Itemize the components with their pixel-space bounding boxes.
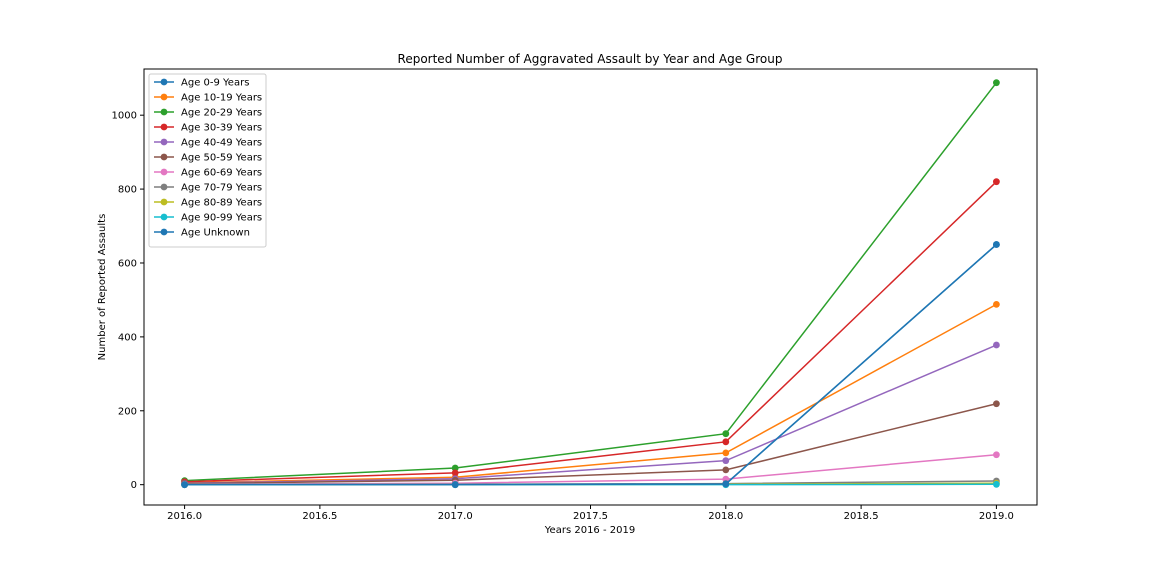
data-point: [722, 466, 730, 474]
legend-label: Age 20-29 Years: [181, 108, 262, 119]
y-tick-label: 200: [118, 406, 137, 417]
legend-label: Age 90-99 Years: [181, 213, 262, 224]
data-point: [722, 480, 730, 488]
data-point: [451, 481, 459, 489]
series-10: [181, 241, 1000, 489]
data-point: [451, 464, 459, 472]
series-lines: [181, 79, 1000, 489]
legend-label: Age 70-79 Years: [181, 183, 262, 194]
series-line: [184, 181, 997, 483]
legend-label: Age 30-39 Years: [181, 123, 262, 134]
x-tick-label: 2019.0: [979, 511, 1014, 522]
series-line: [184, 344, 997, 484]
x-axis-label: Years 2016 - 2019: [544, 525, 635, 536]
x-tick-label: 2018.5: [844, 511, 879, 522]
x-tick-label: 2018.0: [708, 511, 743, 522]
legend-item: Age Unknown: [154, 228, 250, 239]
data-point: [993, 451, 1000, 459]
legend-marker: [160, 183, 168, 191]
series-line: [184, 243, 997, 486]
legend-label: Age 80-89 Years: [181, 198, 262, 209]
legend-box: [148, 73, 267, 248]
legend-marker: [160, 78, 168, 86]
series-3: [181, 178, 1000, 486]
legend-item: Age 0-9 Years: [154, 78, 249, 89]
y-axis-label: Number of Reported Assaults: [97, 214, 108, 361]
x-tick-label: 2017.5: [573, 511, 608, 522]
data-point: [451, 469, 459, 477]
legend-marker: [160, 168, 168, 176]
legend-marker: [160, 228, 168, 236]
data-point: [993, 241, 1000, 248]
data-point: [993, 178, 1000, 186]
data-point: [993, 300, 1000, 308]
legend-item: Age 70-79 Years: [154, 183, 262, 194]
data-point: [993, 79, 1000, 87]
legend-item: Age 40-49 Years: [154, 138, 262, 149]
legend-marker: [160, 93, 168, 101]
legend-item: Age 10-19 Years: [154, 93, 262, 104]
legend-marker: [160, 123, 168, 131]
data-point: [993, 480, 1000, 488]
legend-label: Age 50-59 Years: [181, 153, 262, 164]
legend-item: Age 80-89 Years: [154, 198, 262, 209]
data-point: [722, 457, 730, 465]
data-point: [993, 341, 1000, 349]
y-tick-label: 400: [118, 332, 137, 343]
legend: Age 0-9 Years Age 10-19 Years Age 20-29 Ye…: [148, 73, 267, 248]
legend-marker: [160, 213, 168, 221]
plot-area: [144, 69, 1037, 505]
y-tick-label: 0: [131, 480, 137, 491]
data-point: [181, 481, 188, 489]
plot-frame: [143, 68, 1038, 506]
legend-item: Age 60-69 Years: [154, 168, 262, 179]
data-point: [722, 438, 730, 446]
data-point: [722, 449, 730, 457]
legend-marker: [160, 108, 168, 116]
legend-label: Age Unknown: [181, 228, 250, 239]
axis-ticks: 2016.0 2016.5 2017.0 2017.5 2018.0 2018.5 2019…: [112, 111, 1014, 522]
data-point: [993, 400, 1000, 408]
series-line: [184, 303, 997, 484]
data-point: [722, 430, 730, 438]
legend-label: Age 10-19 Years: [181, 93, 262, 104]
chart-title: Reported Number of Aggravated Assault by…: [398, 52, 783, 66]
series-line: [184, 403, 997, 485]
y-tick-label: 800: [118, 185, 137, 196]
legend-item: Age 50-59 Years: [154, 153, 262, 164]
legend-marker: [160, 153, 168, 161]
y-tick-label: 1000: [112, 111, 137, 122]
x-tick-label: 2016.0: [167, 511, 202, 522]
legend-label: Age 40-49 Years: [181, 138, 262, 149]
legend-label: Age 60-69 Years: [181, 168, 262, 179]
series-line: [184, 82, 998, 482]
legend-label: Age 0-9 Years: [181, 78, 249, 89]
legend-marker: [160, 198, 168, 206]
x-tick-label: 2016.5: [302, 511, 337, 522]
x-tick-label: 2017.0: [438, 511, 473, 522]
y-tick-label: 600: [118, 258, 137, 269]
legend-item: Age 20-29 Years: [154, 108, 262, 119]
legend-marker: [160, 138, 168, 146]
legend-item: Age 90-99 Years: [154, 213, 262, 224]
legend-item: Age 30-39 Years: [154, 123, 262, 134]
